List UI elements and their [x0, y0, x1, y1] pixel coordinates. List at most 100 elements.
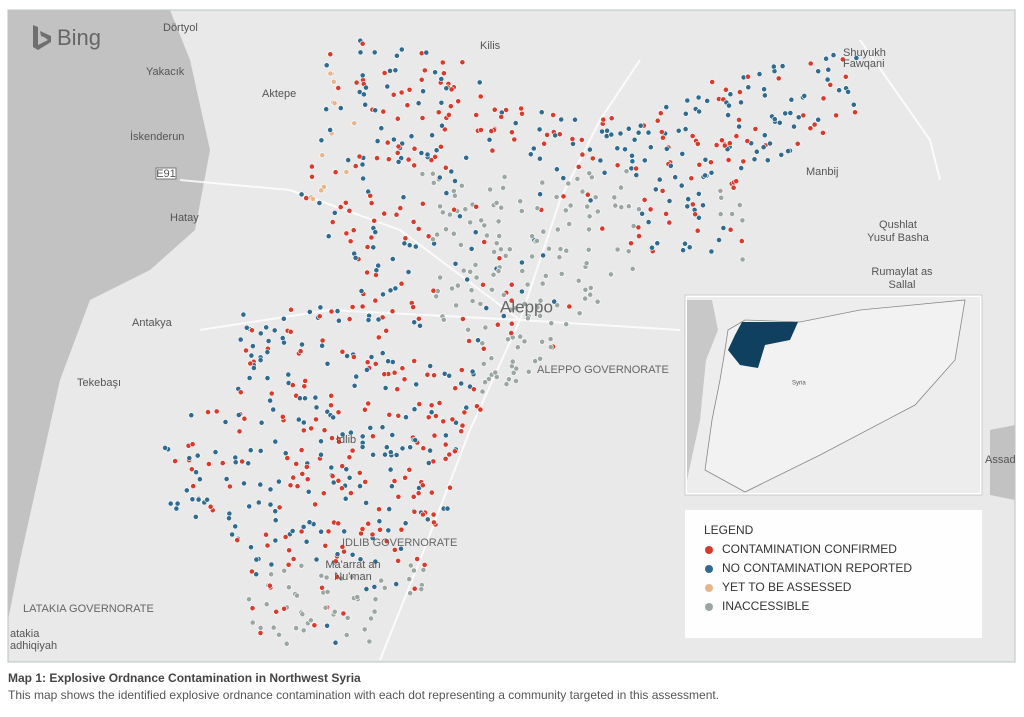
- community-dot: [485, 376, 492, 382]
- community-dot: [472, 229, 479, 236]
- community-dot: [473, 203, 480, 210]
- legend-swatch: [705, 584, 713, 592]
- community-dot: [318, 528, 324, 535]
- community-dot: [477, 300, 484, 307]
- community-dot: [811, 121, 818, 128]
- community-dot: [272, 537, 279, 544]
- community-dot: [186, 455, 193, 461]
- logo: Bing: [57, 25, 101, 50]
- community-dot: [246, 596, 252, 603]
- community-dot: [472, 261, 479, 268]
- community-dot: [339, 348, 346, 355]
- community-dot: [403, 414, 409, 421]
- community-dot: [372, 107, 379, 114]
- community-dot: [279, 335, 286, 341]
- community-dot: [299, 611, 306, 618]
- place-label: Dörtyol: [163, 22, 198, 34]
- community-dot: [325, 233, 332, 240]
- community-dot: [349, 551, 356, 558]
- community-dot: [490, 271, 497, 278]
- community-dot: [373, 267, 380, 274]
- community-dot: [264, 542, 271, 549]
- community-dot: [371, 584, 378, 590]
- community-dot: [682, 110, 689, 117]
- community-dot: [289, 382, 296, 388]
- community-dot: [174, 500, 181, 507]
- community-dot: [368, 615, 374, 622]
- community-dot: [473, 403, 480, 410]
- community-dot: [518, 208, 525, 214]
- community-dot: [696, 214, 702, 221]
- community-dot: [343, 230, 350, 237]
- community-dot: [534, 237, 540, 244]
- community-dot: [442, 441, 449, 448]
- community-dot: [427, 447, 433, 454]
- community-dot: [411, 145, 418, 152]
- community-dot: [408, 133, 415, 140]
- road-shield: [155, 167, 177, 180]
- community-dot: [383, 538, 390, 545]
- community-dot: [415, 315, 422, 322]
- community-dot: [343, 632, 350, 638]
- community-dot: [761, 86, 767, 93]
- community-dot: [695, 190, 702, 197]
- community-dot: [663, 210, 669, 217]
- community-dot: [363, 586, 370, 592]
- community-dot: [387, 287, 394, 294]
- community-dot: [625, 248, 632, 255]
- community-dot: [660, 134, 666, 141]
- community-dot: [477, 406, 484, 413]
- community-dot: [298, 447, 305, 453]
- community-dot: [654, 117, 661, 124]
- community-dot: [395, 493, 402, 500]
- community-dot: [357, 49, 364, 56]
- community-dot: [368, 354, 375, 360]
- community-dot: [246, 503, 253, 510]
- community-dot: [356, 153, 363, 160]
- community-dot: [381, 210, 388, 217]
- community-dot: [465, 326, 471, 333]
- community-dot: [586, 213, 593, 220]
- community-dot: [389, 308, 396, 315]
- community-dot: [319, 152, 326, 159]
- place-label: Kilis: [480, 40, 501, 52]
- community-dot: [390, 91, 397, 98]
- community-dot: [359, 433, 366, 440]
- community-dot: [833, 112, 839, 119]
- place-label: Assad: [985, 454, 1016, 466]
- community-dot: [745, 73, 751, 80]
- community-dot: [725, 157, 732, 163]
- community-dot: [733, 133, 740, 139]
- community-dot: [255, 499, 262, 506]
- community-dot: [395, 143, 402, 150]
- community-dot: [337, 204, 344, 210]
- community-dot: [725, 112, 731, 118]
- community-dot: [394, 149, 401, 156]
- community-dot: [439, 59, 446, 66]
- community-dot: [406, 86, 413, 93]
- community-dot: [401, 376, 408, 383]
- community-dot: [761, 132, 768, 139]
- community-dot: [451, 192, 458, 199]
- community-dot: [219, 460, 226, 466]
- community-dot: [560, 193, 567, 200]
- community-dot: [537, 191, 543, 198]
- community-dot: [686, 244, 693, 251]
- community-dot: [740, 158, 747, 165]
- community-dot: [213, 408, 220, 415]
- community-dot: [412, 437, 419, 443]
- community-dot: [359, 161, 366, 168]
- community-dot: [193, 469, 199, 476]
- community-dot: [285, 561, 292, 568]
- community-dot: [547, 336, 554, 342]
- community-dot: [719, 137, 725, 144]
- community-dot: [726, 140, 733, 147]
- community-dot: [429, 170, 436, 177]
- community-dot: [508, 330, 515, 336]
- community-dot: [353, 373, 360, 380]
- community-dot: [496, 233, 503, 239]
- community-dot: [633, 172, 640, 178]
- community-dot: [467, 219, 474, 226]
- community-dot: [513, 305, 519, 311]
- community-dot: [745, 84, 752, 91]
